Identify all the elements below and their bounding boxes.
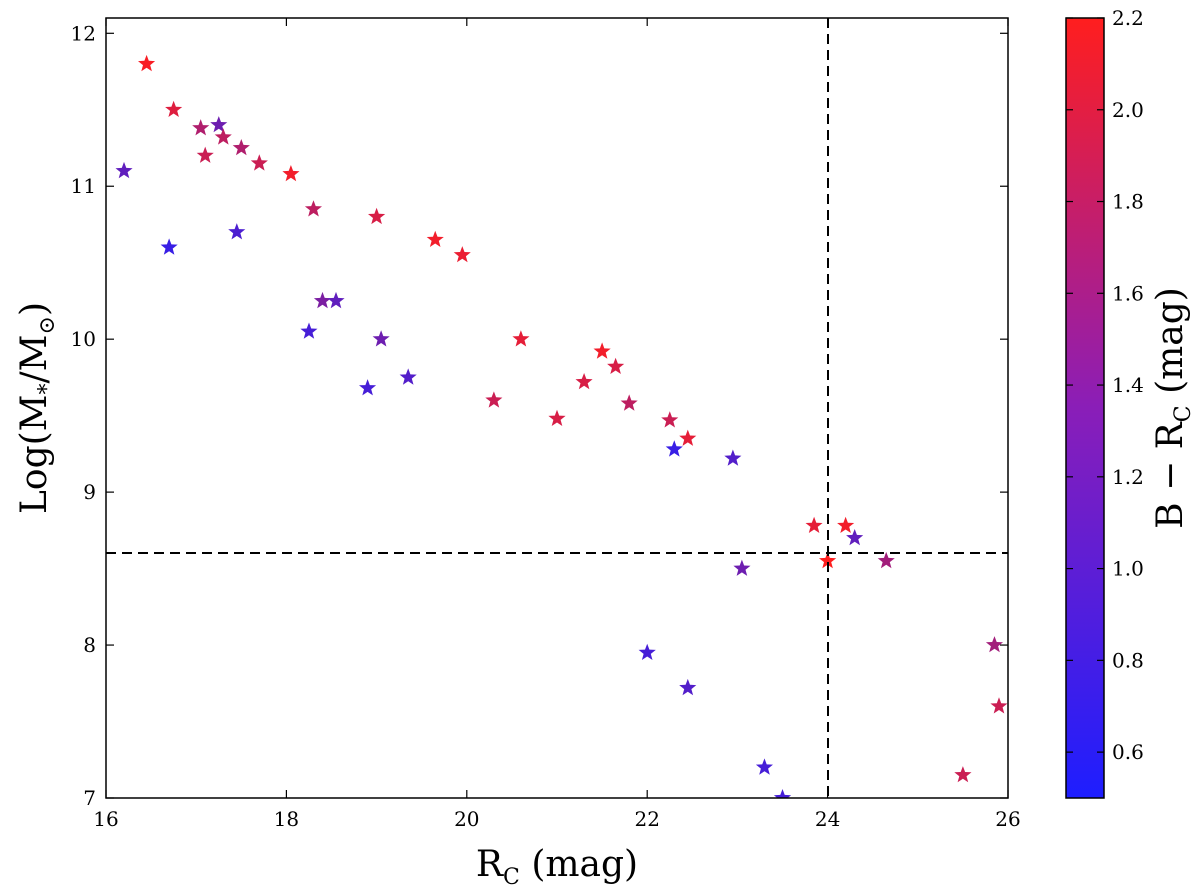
data-point <box>661 411 679 428</box>
data-point <box>228 223 246 240</box>
data-point <box>192 119 210 136</box>
data-point <box>733 559 751 576</box>
x-tick-label: 18 <box>274 807 299 831</box>
data-point <box>138 54 156 72</box>
data-point <box>990 697 1008 714</box>
data-point <box>837 516 855 533</box>
colorbar-tick-label: 1.4 <box>1112 373 1144 397</box>
colorbar-tick-label: 0.6 <box>1112 740 1144 764</box>
data-point <box>327 291 345 309</box>
colorbar-ticks: 0.6 0.8 1.0 1.2 1.4 1.6 1.8 2.0 2.2 <box>1066 6 1144 764</box>
y-tick-label: 10 <box>71 327 96 351</box>
colorbar-tick-label: 2.0 <box>1112 98 1144 122</box>
y-tick-label: 9 <box>83 480 96 504</box>
data-point <box>214 128 232 145</box>
data-point <box>250 154 268 171</box>
data-point <box>232 139 250 156</box>
data-point <box>755 758 773 775</box>
x-tick-label: 22 <box>634 807 659 831</box>
colorbar <box>1065 17 1105 799</box>
x-axis-ticks: 16 18 20 22 24 26 <box>93 18 1021 831</box>
colorbar-tick-label: 1.0 <box>1112 557 1144 581</box>
data-point <box>593 342 611 359</box>
data-point <box>485 391 503 408</box>
data-point <box>985 636 1003 653</box>
data-point <box>773 789 792 798</box>
y-tick-label: 7 <box>83 786 96 810</box>
y-axis-title: Log(M*/M⊙) <box>14 302 60 514</box>
x-tick-label: 20 <box>454 807 479 831</box>
colorbar-tick-label: 0.8 <box>1112 648 1144 672</box>
svg-text:RC (mag): RC (mag) <box>476 844 638 888</box>
data-point <box>304 200 322 217</box>
data-point <box>359 379 377 396</box>
y-tick-label: 12 <box>71 21 96 45</box>
data-point <box>846 529 864 546</box>
data-point <box>313 291 331 309</box>
x-tick-label: 24 <box>815 807 840 831</box>
x-tick-label: 26 <box>995 807 1020 831</box>
data-point <box>575 373 593 390</box>
data-point <box>160 238 178 255</box>
data-point <box>399 368 417 385</box>
data-point <box>819 551 837 569</box>
data-point <box>679 429 697 446</box>
data-point <box>548 409 566 426</box>
svg-text:B − RC (mag): B − RC (mag) <box>1150 287 1196 529</box>
colorbar-title: B − RC (mag) <box>1150 287 1196 529</box>
y-tick-label: 11 <box>71 174 96 198</box>
colorbar-tick-label: 2.2 <box>1112 6 1144 30</box>
x-tick-label: 16 <box>93 807 118 831</box>
data-points <box>115 54 1008 798</box>
data-point <box>368 207 386 225</box>
data-point <box>679 678 697 696</box>
data-point <box>877 551 895 569</box>
svg-text:Log(M*/M⊙): Log(M*/M⊙) <box>14 302 60 514</box>
data-point <box>607 357 625 374</box>
data-point <box>805 516 823 533</box>
data-point <box>620 394 638 411</box>
data-point <box>196 146 214 163</box>
colorbar-tick-label: 1.2 <box>1112 465 1144 489</box>
y-axis-ticks: 7 8 9 10 11 12 <box>71 21 1008 810</box>
data-point <box>282 165 300 182</box>
y-tick-label: 8 <box>83 633 96 657</box>
data-point <box>665 440 683 457</box>
data-point <box>300 322 318 339</box>
data-point <box>426 230 444 247</box>
data-point <box>165 100 183 117</box>
data-point <box>453 246 471 263</box>
plot-frame <box>105 17 1009 799</box>
data-point <box>638 643 656 660</box>
data-point <box>210 116 228 133</box>
data-point <box>724 449 742 466</box>
data-point <box>954 766 972 783</box>
data-point <box>115 161 133 179</box>
data-point <box>372 330 390 347</box>
colorbar-tick-label: 1.8 <box>1112 190 1144 214</box>
data-point <box>512 330 530 347</box>
x-axis-title: RC (mag) <box>476 844 638 888</box>
colorbar-tick-label: 1.6 <box>1112 281 1144 305</box>
